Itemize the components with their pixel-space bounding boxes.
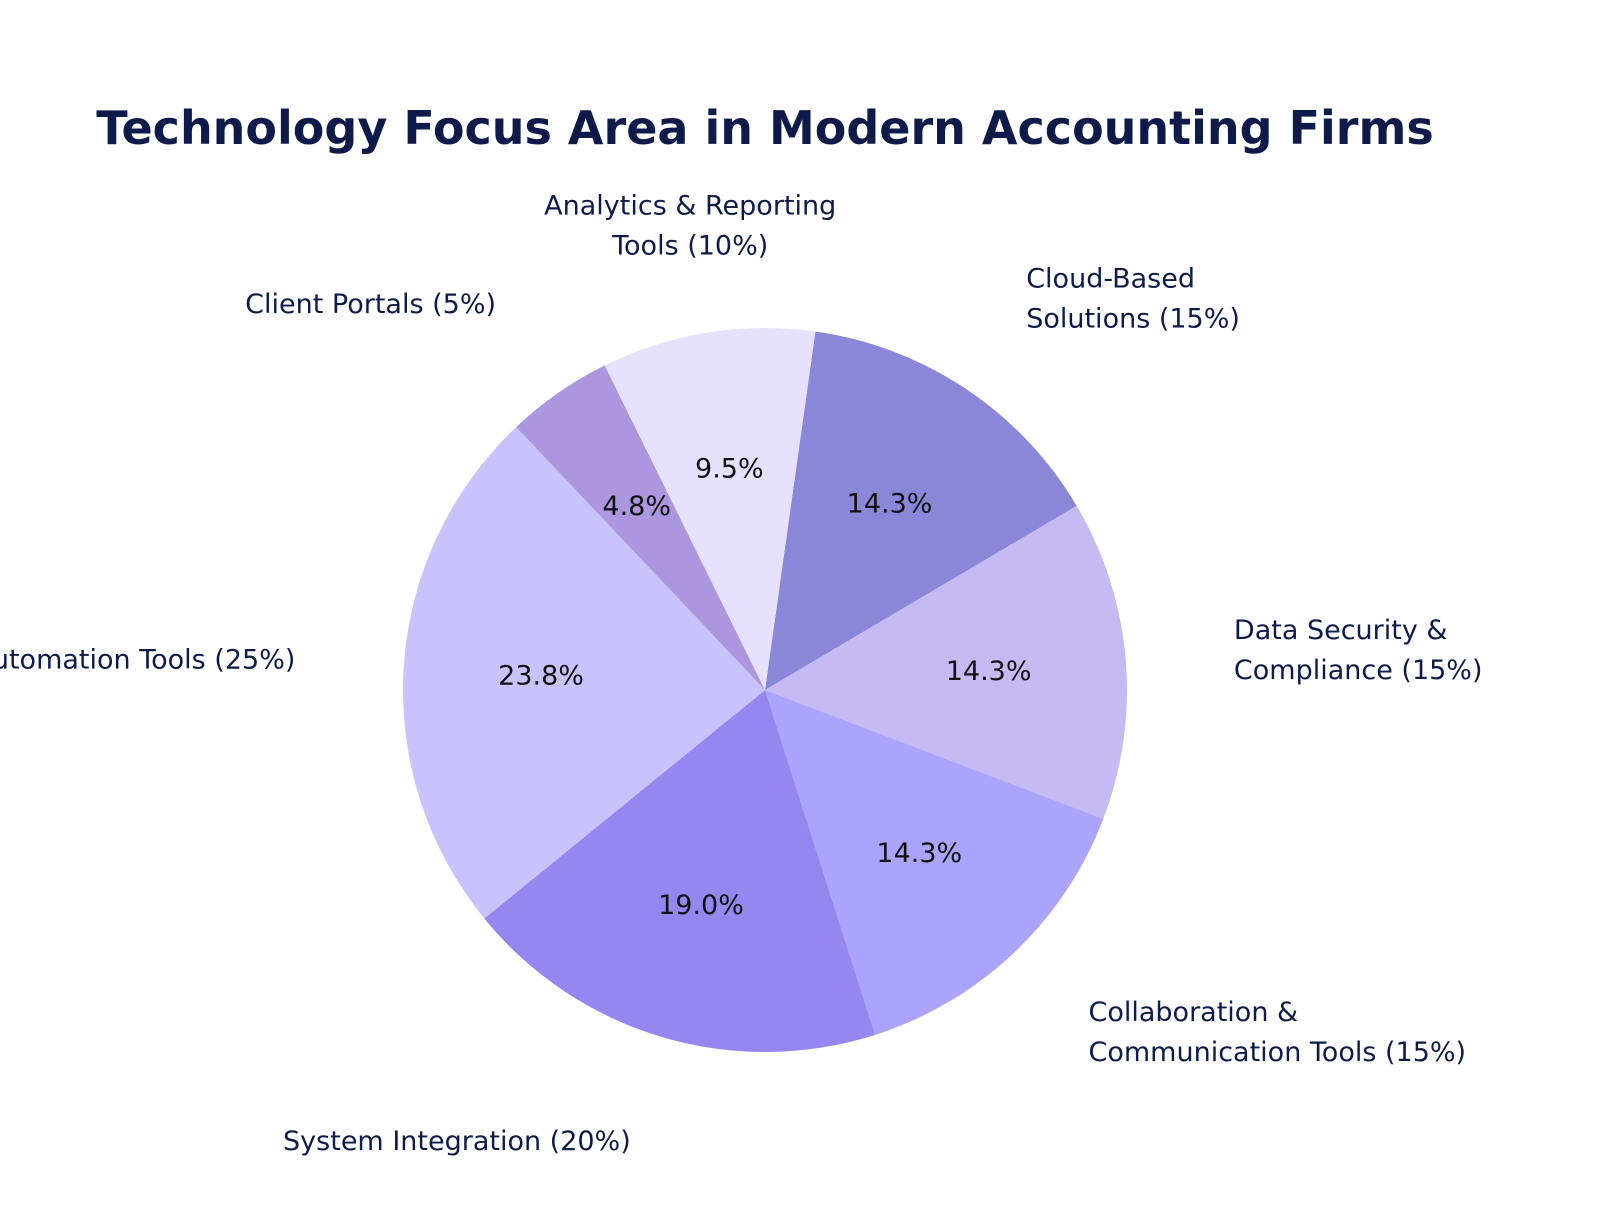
percent-label-system-integration: 19.0% <box>658 890 744 921</box>
percent-label-automation-tools: 23.8% <box>498 660 584 691</box>
percent-label-analytics-and-reporting-tools: 9.5% <box>695 453 764 484</box>
category-label-line: System Integration (20%) <box>283 1126 631 1157</box>
category-label-line: Tools (10%) <box>611 230 768 261</box>
category-label-line: Client Portals (5%) <box>245 289 496 320</box>
category-label-analytics-and-reporting-tools: Analytics & Reporting Tools (10%) <box>544 190 836 261</box>
category-label-line: Data Security & <box>1234 615 1448 646</box>
category-label-automation-tools: Automation Tools (25%) <box>0 645 295 676</box>
pie-slice-analytics-and-reporting-tools <box>604 328 816 690</box>
percent-label-cloud-based-solutions: 14.3% <box>847 488 933 519</box>
percent-label-client-portals: 4.8% <box>602 491 671 522</box>
category-label-cloud-based-solutions: Cloud-Based Solutions (15%) <box>1026 264 1240 335</box>
pie-slice-system-integration <box>484 690 876 1052</box>
percent-labels: 14.3% 14.3% 14.3% 19.0% 23.8% 4.8% 9.5% <box>498 453 1031 921</box>
category-label-data-security-and-compliance: Data Security & Compliance (15%) <box>1234 615 1483 686</box>
category-label-line: Analytics & Reporting <box>544 190 836 221</box>
pie-slices <box>403 328 1127 1052</box>
category-label-line: Communication Tools (15%) <box>1089 1037 1467 1068</box>
chart-title: Technology Focus Area in Modern Accounti… <box>96 101 1434 155</box>
category-label-collaboration-and-communication-tools: Collaboration & Communication Tools (15%) <box>1089 997 1467 1068</box>
pie-slice-collaboration-and-communication-tools <box>765 690 1104 1035</box>
category-label-client-portals: Client Portals (5%) <box>245 289 496 320</box>
category-label-line: Solutions (15%) <box>1026 304 1240 335</box>
pie-slice-automation-tools <box>403 427 765 919</box>
pie-slice-data-security-and-compliance <box>765 505 1127 819</box>
percent-label-data-security-and-compliance: 14.3% <box>946 656 1032 687</box>
pie-slice-cloud-based-solutions <box>765 331 1077 690</box>
category-label-line: Compliance (15%) <box>1234 655 1483 686</box>
percent-label-collaboration-and-communication-tools: 14.3% <box>876 838 962 869</box>
category-label-line: Collaboration & <box>1089 997 1299 1028</box>
category-label-line: Automation Tools (25%) <box>0 645 295 676</box>
category-label-line: Cloud-Based <box>1026 264 1195 295</box>
pie-slice-client-portals <box>516 365 765 690</box>
category-label-system-integration: System Integration (20%) <box>283 1126 631 1157</box>
category-labels: Cloud-Based Solutions (15%) Data Security … <box>0 190 1483 1157</box>
